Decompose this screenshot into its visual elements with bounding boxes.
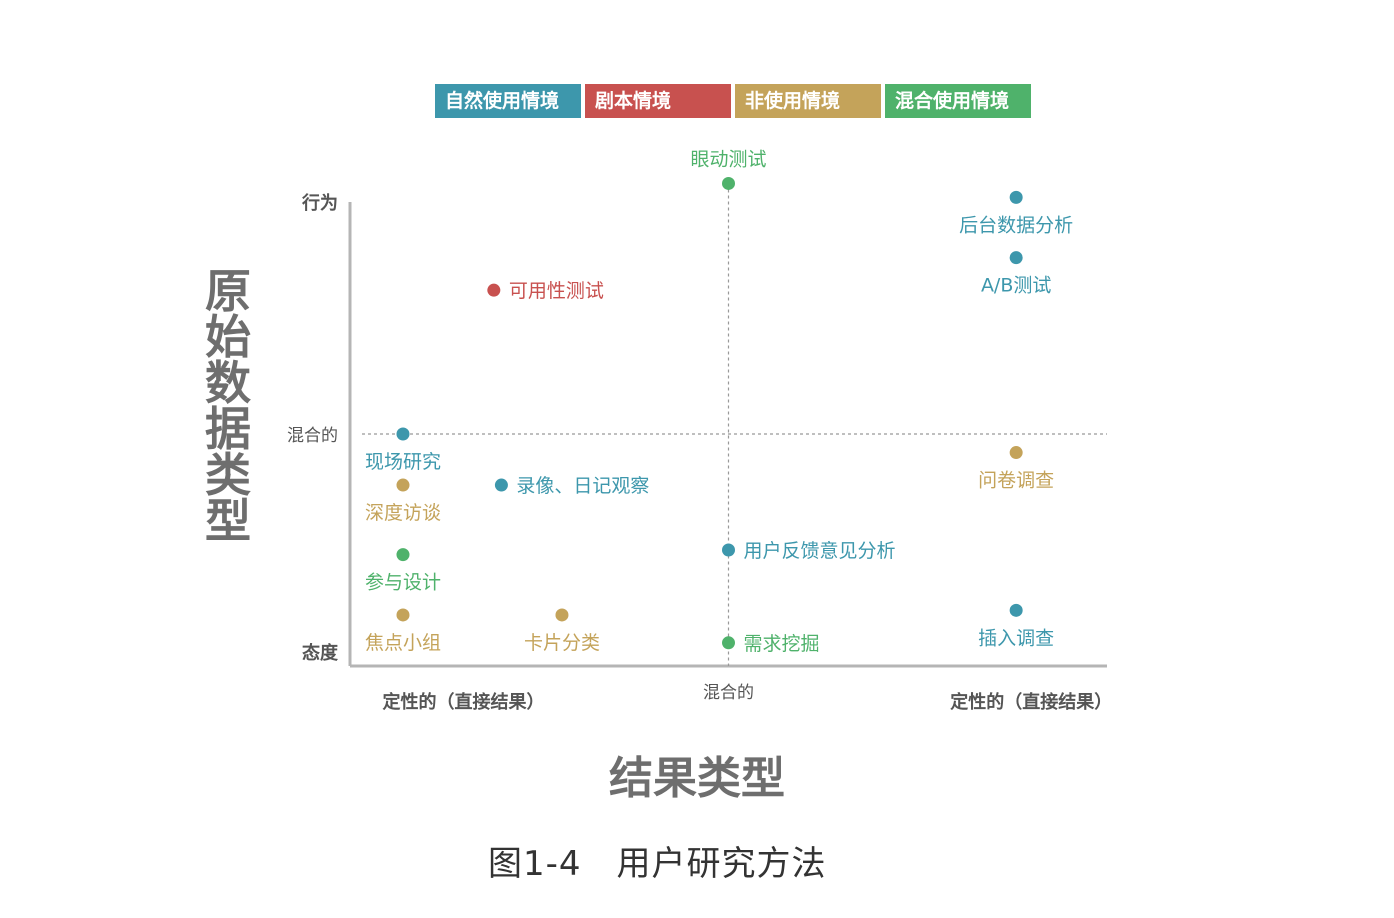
y-tick-label-1: 混合的 [287,426,338,446]
point-label-9: 参与设计 [365,572,441,594]
point-label-5: 问卷调查 [978,470,1054,492]
point-9 [396,548,410,562]
figure-caption: 图1-4 用户研究方法 [488,844,827,884]
legend-item-script: 剧本情境 [585,84,731,118]
point-3 [487,283,501,297]
point-10 [396,608,410,622]
point-label-7: 录像、日记观察 [516,475,649,497]
point-label-13: 需求挖掘 [744,633,820,655]
x-tick-label-1: 混合的 [703,683,754,703]
point-2 [1009,251,1023,265]
y-tick-label-0: 行为 [301,192,338,214]
point-label-10: 焦点小组 [365,632,441,654]
point-label-3: 可用性测试 [509,280,604,302]
legend-item-non-use: 非使用情境 [735,84,881,118]
point-label-0: 眼动测试 [690,148,766,170]
point-label-8: 用户反馈意见分析 [744,540,896,562]
point-label-1: 后台数据分析 [959,214,1073,236]
x-axis-title: 结果类型 [609,753,785,804]
point-label-11: 卡片分类 [524,632,600,654]
legend: 自然使用情境 剧本情境 非使用情境 混合使用情境 [435,84,1031,118]
point-label-6: 深度访谈 [365,502,441,524]
x-tick-label-2: 定性的（直接结果） [950,691,1112,713]
y-axis-title: 原始数据类型 [205,264,251,548]
point-0 [722,176,735,190]
point-label-2: A/B测试 [981,275,1051,297]
point-label-4: 现场研究 [365,451,441,473]
point-label-12: 插入调查 [978,627,1054,649]
point-5 [1009,446,1023,460]
legend-item-mixed: 混合使用情境 [885,84,1031,118]
point-8 [722,543,735,557]
point-6 [396,478,410,492]
y-tick-label-2: 态度 [302,642,339,664]
legend-item-natural: 自然使用情境 [435,84,581,118]
point-7 [494,478,508,492]
point-12 [1009,603,1023,617]
point-11 [555,608,569,622]
point-1 [1009,190,1023,204]
point-13 [722,636,735,650]
x-tick-label-0: 定性的（直接结果） [383,691,545,713]
point-4 [396,427,410,441]
